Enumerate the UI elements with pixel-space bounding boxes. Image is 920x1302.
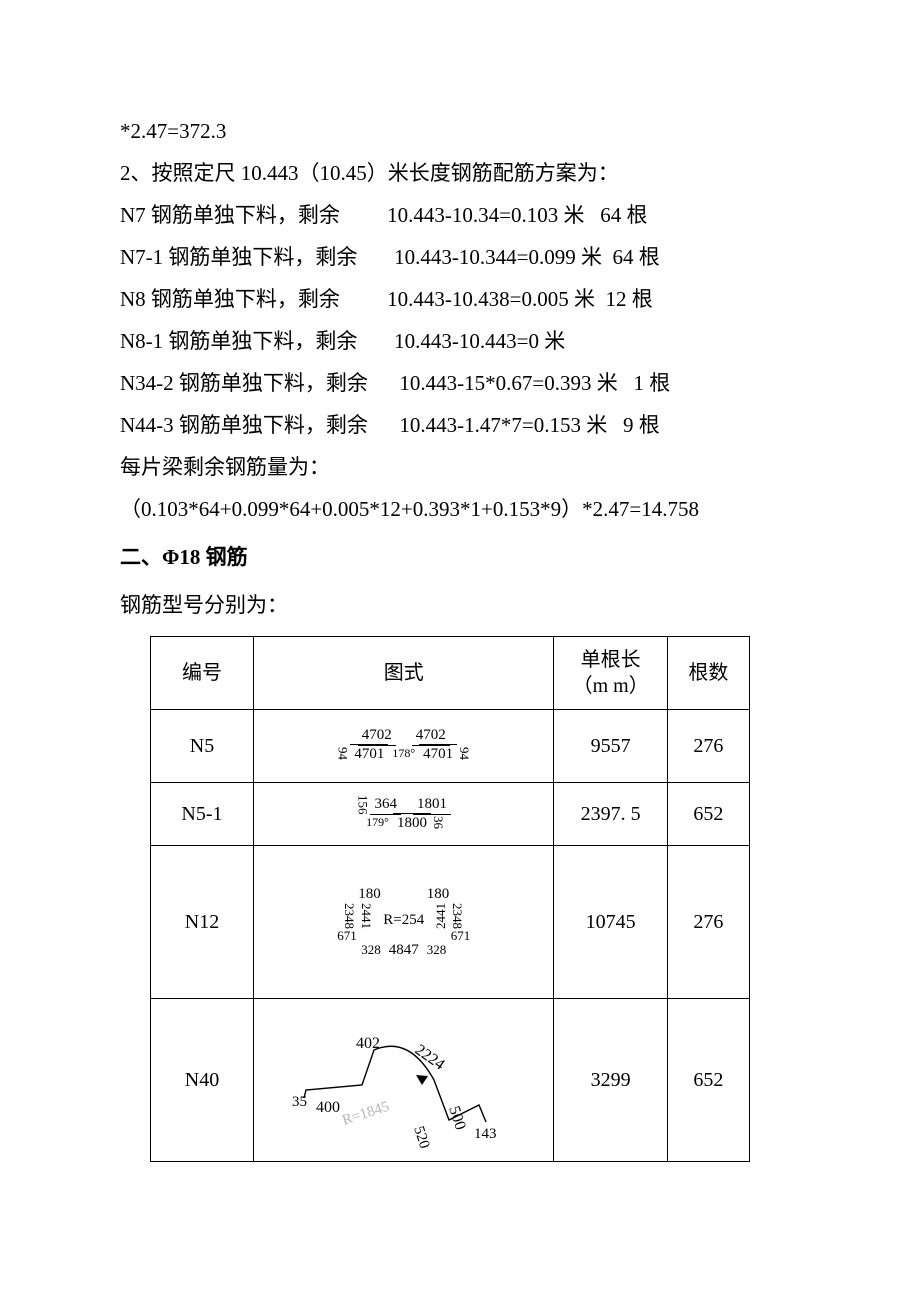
item-line: N34-2 钢筋单独下料，剩余 10.443-15*0.67=0.393 米 1…: [120, 362, 800, 404]
dim-text: 36: [432, 816, 445, 829]
table-header: 编号 图式 单根长 （m m） 根数: [151, 637, 750, 710]
row-diagram: 402 2224 35 400 R=1845 520 500 143: [253, 999, 554, 1162]
row-count: 652: [667, 999, 749, 1162]
item-calc: 10.443-15*0.67=0.393 米 1 根: [399, 371, 670, 395]
dim-text: 1800: [393, 813, 431, 833]
document-page: *2.47=372.3 2、按照定尺 10.443（10.45）米长度钢筋配筋方…: [0, 0, 920, 1302]
dim-text: 4701: [419, 744, 457, 764]
col-id-header: 编号: [151, 637, 254, 710]
item-calc: 10.443-10.34=0.103 米 64 根: [387, 203, 647, 227]
row-id: N40: [151, 999, 254, 1162]
dim-text: 35: [292, 1094, 307, 1110]
row-length: 10745: [554, 846, 667, 999]
row-id: N5: [151, 710, 254, 783]
length-header-line1: 单根长: [581, 649, 641, 671]
dim-text: 4701: [350, 744, 388, 764]
dim-text: R=254: [380, 911, 427, 930]
item-calc: 10.443-10.438=0.005 米 12 根: [387, 287, 653, 311]
item-label: N44-3 钢筋单独下料，剩余: [120, 413, 368, 437]
dim-text: 400: [316, 1099, 340, 1116]
row-diagram: 156 364 1801 179° 1800 36: [253, 783, 554, 846]
item-line: N7-1 钢筋单独下料，剩余 10.443-10.344=0.099 米 64 …: [120, 236, 800, 278]
dim-text: 2224: [411, 1041, 447, 1073]
length-header-line2: （m m）: [573, 675, 649, 697]
row-id: N12: [151, 846, 254, 999]
dim-text: 180: [355, 885, 384, 904]
item-label: N8-1 钢筋单独下料，剩余: [120, 329, 357, 353]
dim-text: 520: [410, 1124, 432, 1150]
row-count: 276: [667, 710, 749, 783]
item-calc: 10.443-10.344=0.099 米 64 根: [394, 245, 660, 269]
row-count: 652: [667, 783, 749, 846]
dim-text: 402: [356, 1035, 380, 1052]
col-diagram-header: 图式: [253, 637, 554, 710]
item-calc: 10.443-1.47*7=0.153 米 9 根: [399, 413, 659, 437]
dim-text: 94: [458, 747, 471, 760]
n40-diagram-svg: 402 2224 35 400 R=1845 520 500 143: [274, 1010, 534, 1150]
dim-text: 671: [334, 928, 360, 944]
table-row: N40 402 2224 35 400 R=1845 520: [151, 999, 750, 1162]
dim-text: 500: [445, 1104, 469, 1132]
dim-text: 328: [358, 942, 384, 958]
scheme-intro: 2、按照定尺 10.443（10.45）米长度钢筋配筋方案为：: [120, 152, 800, 194]
dim-text: 328: [424, 942, 450, 958]
section-2-title: 二、Φ18 钢筋: [120, 536, 800, 578]
row-length: 9557: [554, 710, 667, 783]
row-length: 2397. 5: [554, 783, 667, 846]
top-fragment: *2.47=372.3: [120, 110, 800, 152]
col-length-header: 单根长 （m m）: [554, 637, 667, 710]
table-row: N12 180 180 2348 2441 R=254 2441 2348: [151, 846, 750, 999]
item-line: N7 钢筋单独下料，剩余 10.443-10.34=0.103 米 64 根: [120, 194, 800, 236]
item-label: N7-1 钢筋单独下料，剩余: [120, 245, 357, 269]
row-length: 3299: [554, 999, 667, 1162]
dim-text: 2441: [360, 903, 373, 929]
item-calc: 10.443-10.443=0 米: [394, 329, 565, 353]
dim-text: 671: [448, 928, 474, 944]
item-line: N44-3 钢筋单独下料，剩余 10.443-1.47*7=0.153 米 9 …: [120, 404, 800, 446]
dim-text: 180: [424, 885, 453, 904]
angle-text: 179°: [363, 815, 392, 830]
item-label: N34-2 钢筋单独下料，剩余: [120, 371, 368, 395]
dim-text: 2441: [434, 903, 447, 929]
row-id: N5-1: [151, 783, 254, 846]
residual-label: 每片梁剩余钢筋量为：: [120, 446, 800, 488]
row-count: 276: [667, 846, 749, 999]
residual-calc: （0.103*64+0.099*64+0.005*12+0.393*1+0.15…: [120, 488, 800, 530]
item-label: N8 钢筋单独下料，剩余: [120, 287, 340, 311]
dim-text: 4847: [386, 941, 422, 960]
item-line: N8-1 钢筋单独下料，剩余 10.443-10.443=0 米: [120, 320, 800, 362]
dim-text: 94: [336, 747, 349, 760]
dim-text: 143: [474, 1126, 497, 1142]
row-diagram: 180 180 2348 2441 R=254 2441 2348 671: [253, 846, 554, 999]
item-label: N7 钢筋单独下料，剩余: [120, 203, 340, 227]
angle-text: 178°: [389, 746, 418, 761]
row-diagram: 4702 4702 94 4701 178° 4701 94: [253, 710, 554, 783]
col-count-header: 根数: [667, 637, 749, 710]
dim-text: 2348: [451, 903, 464, 929]
types-intro: 钢筋型号分别为：: [120, 584, 800, 626]
item-line: N8 钢筋单独下料，剩余 10.443-10.438=0.005 米 12 根: [120, 278, 800, 320]
table-row: N5-1 156 364 1801 179° 1800 36: [151, 783, 750, 846]
dim-text: 156: [356, 795, 369, 815]
dim-text: R=1845: [340, 1099, 391, 1129]
rebar-table: 编号 图式 单根长 （m m） 根数 N5 4702: [150, 636, 750, 1162]
dim-text: 2348: [343, 903, 356, 929]
table-row: N5 4702 4702 94 4701 178° 4701: [151, 710, 750, 783]
